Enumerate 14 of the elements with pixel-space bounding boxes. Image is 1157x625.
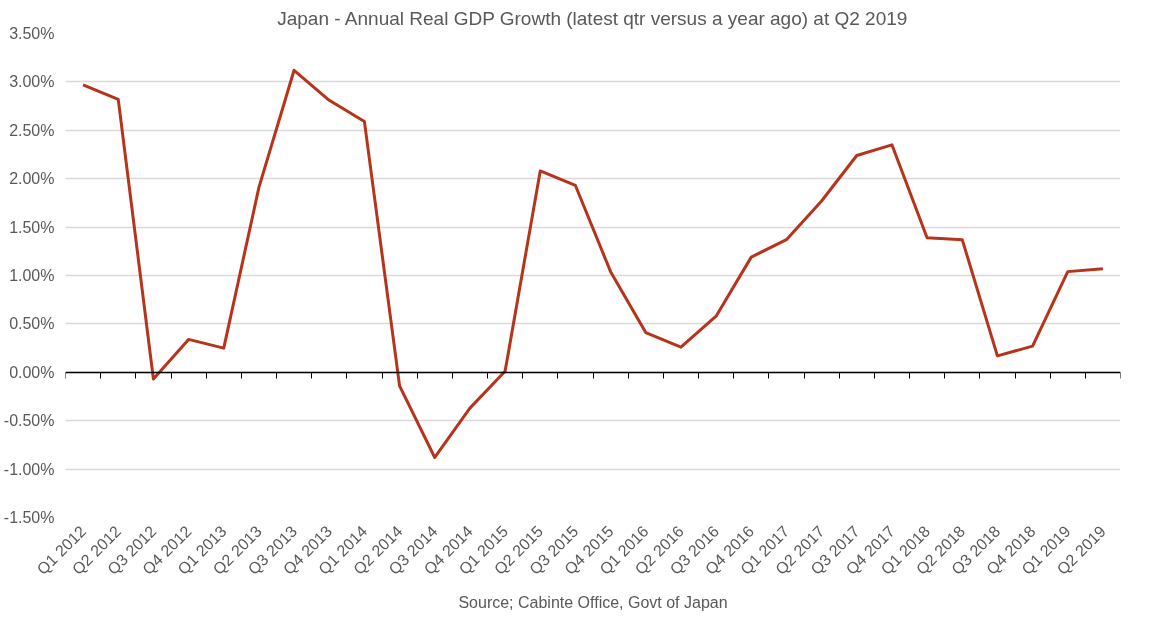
y-tick-label: -1.00% xyxy=(3,460,55,478)
y-tick-label: 3.00% xyxy=(9,73,55,91)
line-series xyxy=(81,68,1105,459)
y-tick-label: 0.00% xyxy=(9,363,55,381)
chart-title: Japan - Annual Real GDP Growth (latest qtr versus a year ago) at Q2 2019 xyxy=(277,7,908,29)
y-tick-label: 2.00% xyxy=(9,170,55,188)
y-tick-label: 2.50% xyxy=(9,121,55,139)
y-tick-label: 3.50% xyxy=(9,25,55,42)
y-tick-label: 1.00% xyxy=(9,267,55,284)
source-note: Source; Cabinte Office, Govt of Japan xyxy=(458,593,728,611)
y-tick-label: -0.50% xyxy=(3,412,55,430)
y-tick-label: 0.50% xyxy=(9,315,55,333)
y-tick-label: 1.50% xyxy=(9,218,55,236)
y-tick-label: -1.50% xyxy=(3,509,55,526)
